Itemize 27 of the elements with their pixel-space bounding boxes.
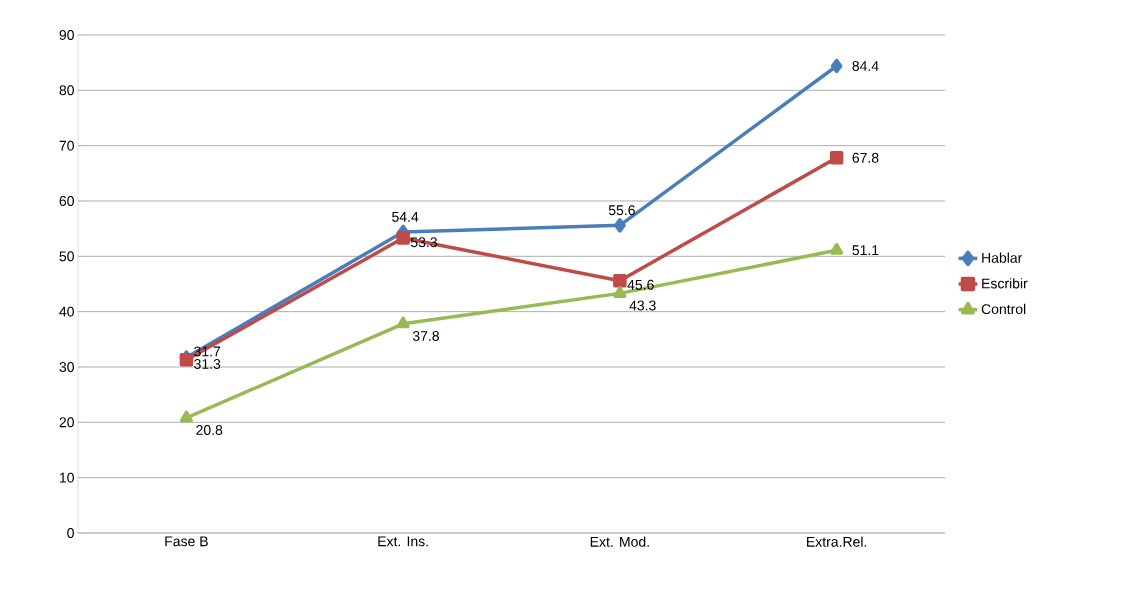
y-tick-label: 60 bbox=[59, 196, 74, 206]
y-tick-label: 20 bbox=[59, 417, 74, 428]
data-label: 37.8 bbox=[412, 331, 439, 341]
data-label: 20.8 bbox=[196, 425, 223, 436]
y-tick-label: 90 bbox=[59, 30, 74, 40]
data-label: 84.4 bbox=[852, 61, 879, 71]
y-tick-label: 80 bbox=[59, 85, 74, 96]
x-tick-label: Ext. Mod. bbox=[590, 536, 649, 547]
data-label: 45.6 bbox=[627, 279, 654, 290]
legend-label: Hablar bbox=[982, 252, 1023, 263]
data-label: 31.3 bbox=[194, 358, 221, 369]
y-tick-label: 30 bbox=[59, 362, 74, 372]
x-tick-label: Fase B bbox=[165, 536, 208, 547]
data-label: 67.8 bbox=[852, 152, 879, 163]
data-label: 51.1 bbox=[852, 245, 879, 256]
data-label: 43.3 bbox=[629, 300, 656, 311]
data-label: 55.6 bbox=[608, 205, 635, 216]
y-tick-label: 10 bbox=[59, 472, 74, 483]
y-tick-label: 0 bbox=[67, 528, 74, 538]
x-tick-label: Extra.Rel. bbox=[807, 536, 867, 547]
y-tick-label: 50 bbox=[59, 251, 74, 262]
legend-label: Escribir bbox=[982, 278, 1028, 289]
data-label: 54.4 bbox=[392, 212, 419, 222]
y-tick-label: 40 bbox=[59, 306, 74, 317]
legend-label: Control bbox=[981, 303, 1026, 315]
y-tick-label: 70 bbox=[59, 140, 74, 151]
x-tick-label: Ext. Ins. bbox=[378, 536, 428, 547]
